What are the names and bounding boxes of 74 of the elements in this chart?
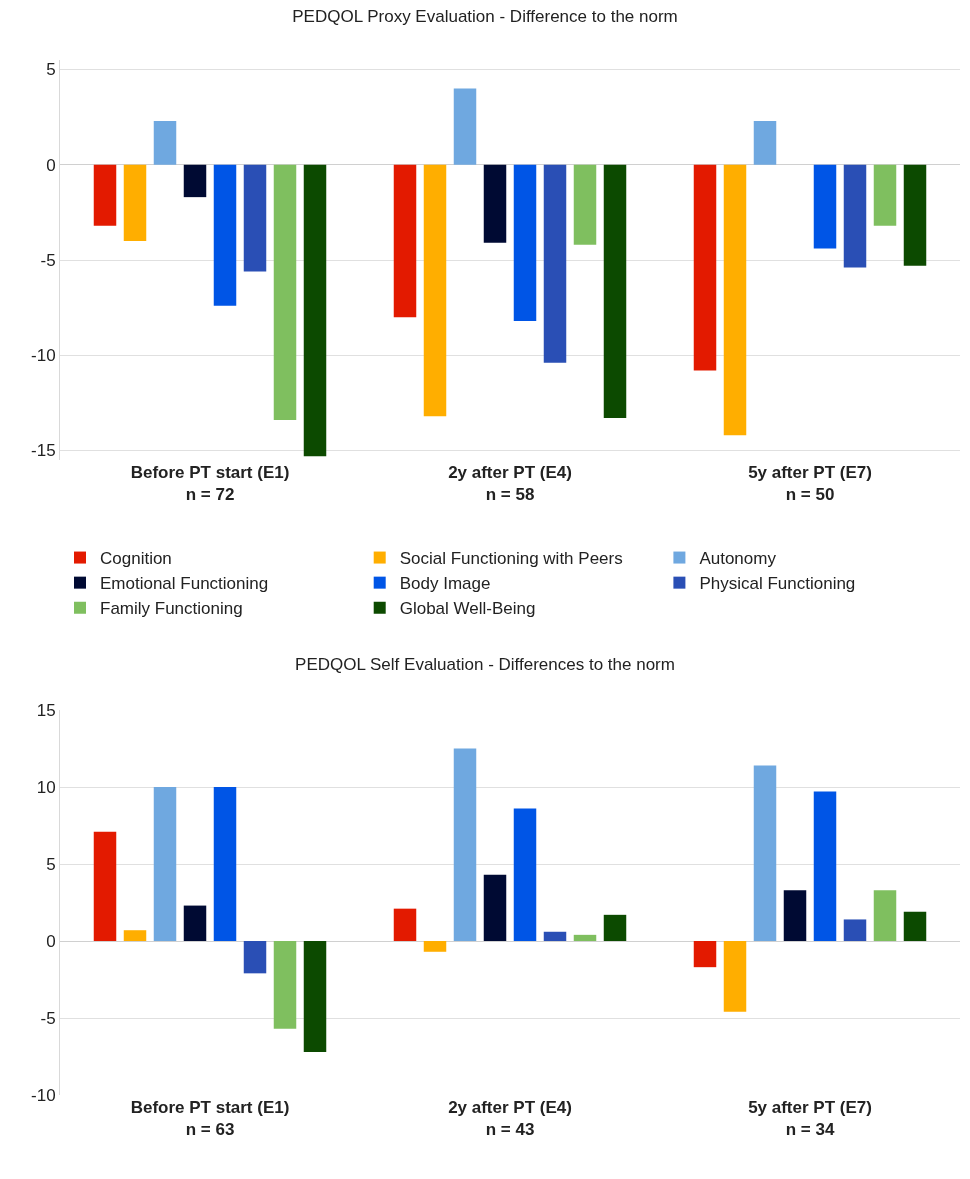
bar xyxy=(483,874,507,941)
bar xyxy=(603,914,627,941)
bar xyxy=(843,164,867,268)
bar xyxy=(783,890,807,941)
legend-label: Social Functioning with Peers xyxy=(399,549,623,569)
bar xyxy=(213,787,237,941)
bar xyxy=(813,791,837,941)
y-tick-label: -15 xyxy=(31,441,56,461)
y-tick-label: -5 xyxy=(40,250,56,270)
bar xyxy=(243,941,267,974)
legend-label: Global Well-Being xyxy=(399,599,536,619)
y-tick-label: 5 xyxy=(46,854,56,874)
chart-title: PEDQOL Proxy Evaluation - Difference to the norm xyxy=(292,6,678,26)
y-tick-label: -10 xyxy=(31,346,56,366)
bar xyxy=(693,164,717,371)
legend-label: Body Image xyxy=(399,574,491,594)
bar xyxy=(813,164,837,249)
bar xyxy=(843,919,867,941)
y-tick-label: -10 xyxy=(31,1085,56,1105)
bar xyxy=(723,941,747,1012)
bar xyxy=(393,908,417,941)
x-tick-label: 5y after PT (E7) n = 50 xyxy=(748,463,872,505)
y-tick-label: 15 xyxy=(36,700,56,720)
x-tick-label: 2y after PT (E4) n = 43 xyxy=(448,1098,572,1140)
bar xyxy=(123,164,147,241)
bar xyxy=(153,120,177,165)
bar xyxy=(93,164,117,226)
y-tick-label: 10 xyxy=(36,777,56,797)
legend-label: Emotional Functioning xyxy=(100,574,269,594)
x-tick-label: Before PT start (E1) n = 63 xyxy=(130,1098,290,1140)
bar xyxy=(543,931,567,941)
bar xyxy=(753,120,777,165)
bar xyxy=(393,164,417,318)
x-tick-label: 2y after PT (E4) n = 58 xyxy=(448,463,572,505)
legend-label: Autonomy xyxy=(699,549,777,569)
y-tick-label: 0 xyxy=(46,931,56,951)
bar xyxy=(213,164,237,306)
legend-label: Family Functioning xyxy=(100,599,243,619)
x-tick-label: Before PT start (E1) n = 72 xyxy=(130,463,290,505)
bar xyxy=(93,831,117,941)
bar xyxy=(183,905,207,941)
bar xyxy=(873,164,897,226)
bar xyxy=(303,164,327,457)
bar xyxy=(123,930,147,941)
bar xyxy=(693,941,717,968)
bar xyxy=(273,941,297,1029)
bar xyxy=(513,808,537,941)
bar xyxy=(303,941,327,1052)
y-tick-label: -5 xyxy=(40,1008,56,1028)
bar xyxy=(423,164,447,417)
bar xyxy=(273,164,297,420)
bar xyxy=(453,88,477,165)
bar xyxy=(603,164,627,419)
bar xyxy=(903,911,927,941)
bar xyxy=(423,941,447,952)
bar xyxy=(753,765,777,941)
bar xyxy=(243,164,267,272)
bar xyxy=(873,890,897,941)
bar xyxy=(543,164,567,363)
x-tick-label: 5y after PT (E7) n = 34 xyxy=(748,1098,872,1140)
bar xyxy=(153,787,177,941)
bar xyxy=(573,164,597,245)
bar xyxy=(183,164,207,198)
legend-label: Physical Functioning xyxy=(699,574,856,594)
bar xyxy=(573,934,597,941)
bar xyxy=(903,164,927,266)
chart-title: PEDQOL Self Evaluation - Differences to the norm xyxy=(295,654,675,674)
bar xyxy=(723,164,747,436)
bar xyxy=(453,748,477,941)
legend-label: Cognition xyxy=(100,549,172,569)
y-tick-label: 0 xyxy=(46,155,56,175)
bar xyxy=(483,164,507,243)
y-tick-label: 5 xyxy=(46,60,56,80)
bar xyxy=(513,164,537,321)
